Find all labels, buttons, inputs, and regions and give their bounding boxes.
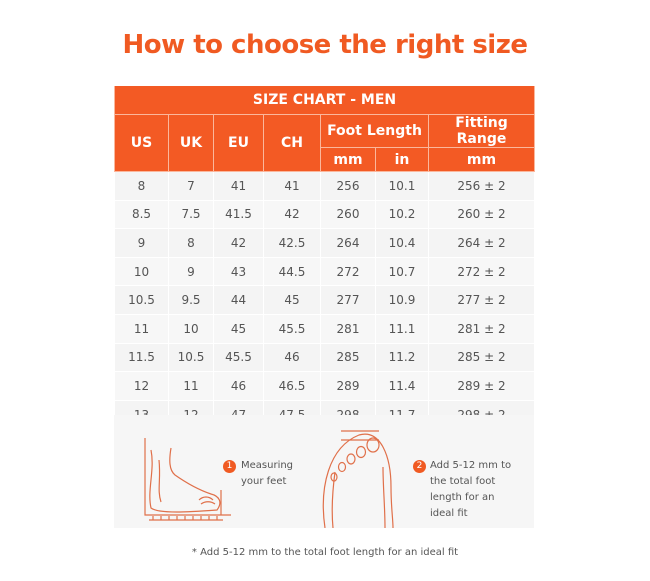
table-cell: 44.5 <box>263 256 321 287</box>
header-ch: CH <box>263 114 321 172</box>
step-1-text-line2: your feet <box>241 476 287 487</box>
table-cell: 46 <box>213 371 264 401</box>
table-row: 9 8 42 42.5 264 10.4 264 ± 2 <box>114 228 536 258</box>
table-cell: 264 <box>320 228 376 258</box>
table-cell: 11 <box>168 371 214 401</box>
table-cell: 46 <box>263 342 321 373</box>
footnote: * Add 5-12 mm to the total foot length f… <box>191 547 459 558</box>
table-cell: 41 <box>213 171 264 201</box>
table-cell: 264 ± 2 <box>427 228 536 258</box>
table-cell: 8 <box>168 228 214 258</box>
table-cell: 10.5 <box>168 342 214 373</box>
table-cell: 41 <box>263 171 321 201</box>
table-cell: 11.5 <box>114 342 169 373</box>
table-cell: 7.5 <box>168 199 214 230</box>
table-cell: 45.5 <box>263 313 321 344</box>
table-cell: 11 <box>114 313 169 344</box>
table-cell: 277 <box>320 285 376 315</box>
table-cell: 8 <box>114 171 169 201</box>
table-cell: 10.7 <box>375 256 429 287</box>
table-cell: 260 <box>320 199 376 230</box>
step-1-text-line1: Measuring <box>241 460 294 471</box>
table-cell: 289 <box>320 371 376 401</box>
table-cell: 285 <box>320 342 376 373</box>
header-in: in <box>375 147 429 172</box>
step-1-badge: 1 <box>223 460 236 473</box>
header-uk: UK <box>168 114 214 172</box>
table-cell: 41.5 <box>213 199 264 230</box>
table-cell: 43 <box>213 256 264 287</box>
header-us: US <box>114 114 169 172</box>
table-cell: 281 <box>320 313 376 344</box>
table-cell: 8.5 <box>114 199 169 230</box>
page-title: How to choose the right size <box>122 30 528 60</box>
table-cell: 9.5 <box>168 285 214 315</box>
table-cell: 42 <box>213 228 264 258</box>
table-cell: 11.2 <box>375 342 429 373</box>
header-fitting-range: Fitting Range <box>427 114 536 148</box>
table-cell: 256 <box>320 171 376 201</box>
table-cell: 46.5 <box>263 371 321 401</box>
table-cell: 9 <box>168 256 214 287</box>
table-cell: 7 <box>168 171 214 201</box>
table-cell: 285 ± 2 <box>427 342 536 373</box>
header-eu: EU <box>213 114 264 172</box>
table-cell: 12 <box>114 371 169 401</box>
size-chart-table: SIZE CHART - MEN US UK EU CH Foot Length… <box>113 86 536 430</box>
table-row: 11.5 10.5 45.5 46 285 11.2 285 ± 2 <box>114 342 536 373</box>
table-cell: 277 ± 2 <box>427 285 536 315</box>
table-cell: 42.5 <box>263 228 321 258</box>
table-cell: 10.2 <box>375 199 429 230</box>
table-cell: 10 <box>168 313 214 344</box>
table-cell: 272 ± 2 <box>427 256 536 287</box>
header-fit-mm: mm <box>427 147 536 172</box>
table-cell: 9 <box>114 228 169 258</box>
table-cell: 42 <box>263 199 321 230</box>
table-cell: 10.4 <box>375 228 429 258</box>
foot-top-toes-icon <box>322 430 394 528</box>
table-cell: 289 ± 2 <box>427 371 536 401</box>
table-cell: 10.5 <box>114 285 169 315</box>
table-row: 8 7 41 41 256 10.1 256 ± 2 <box>114 171 536 201</box>
step-2-text-line2: the total foot <box>430 476 496 487</box>
step-2-text-line1: Add 5-12 mm to <box>430 460 512 471</box>
chart-title: SIZE CHART - MEN <box>113 86 536 115</box>
table-cell: 45 <box>213 313 264 344</box>
foot-side-measure-icon <box>144 438 231 521</box>
instructions-panel: 1 Measuring your feet 2 Add 5-12 mm to t… <box>114 415 534 528</box>
table-cell: 45.5 <box>213 342 264 373</box>
table-row: 12 11 46 46.5 289 11.4 289 ± 2 <box>114 371 536 401</box>
table-cell: 45 <box>263 285 321 315</box>
table-cell: 44 <box>213 285 264 315</box>
table-cell: 272 <box>320 256 376 287</box>
table-row: 11 10 45 45.5 281 11.1 281 ± 2 <box>114 313 536 344</box>
header-foot-length: Foot Length <box>320 114 429 148</box>
table-cell: 10 <box>114 256 169 287</box>
table-cell: 281 ± 2 <box>427 313 536 344</box>
table-cell: 11.1 <box>375 313 429 344</box>
header-mm: mm <box>320 147 376 172</box>
table-row: 8.5 7.5 41.5 42 260 10.2 260 ± 2 <box>114 199 536 230</box>
table-row: 10 9 43 44.5 272 10.7 272 ± 2 <box>114 256 536 287</box>
table-cell: 10.1 <box>375 171 429 201</box>
step-2-text-line3: length for an <box>430 492 495 503</box>
table-row: 10.5 9.5 44 45 277 10.9 277 ± 2 <box>114 285 536 315</box>
step-2-badge: 2 <box>413 460 426 473</box>
table-cell: 260 ± 2 <box>427 199 536 230</box>
step-2-text-line4: ideal fit <box>430 508 468 519</box>
table-cell: 256 ± 2 <box>427 171 536 201</box>
table-cell: 10.9 <box>375 285 429 315</box>
table-cell: 11.4 <box>375 371 429 401</box>
